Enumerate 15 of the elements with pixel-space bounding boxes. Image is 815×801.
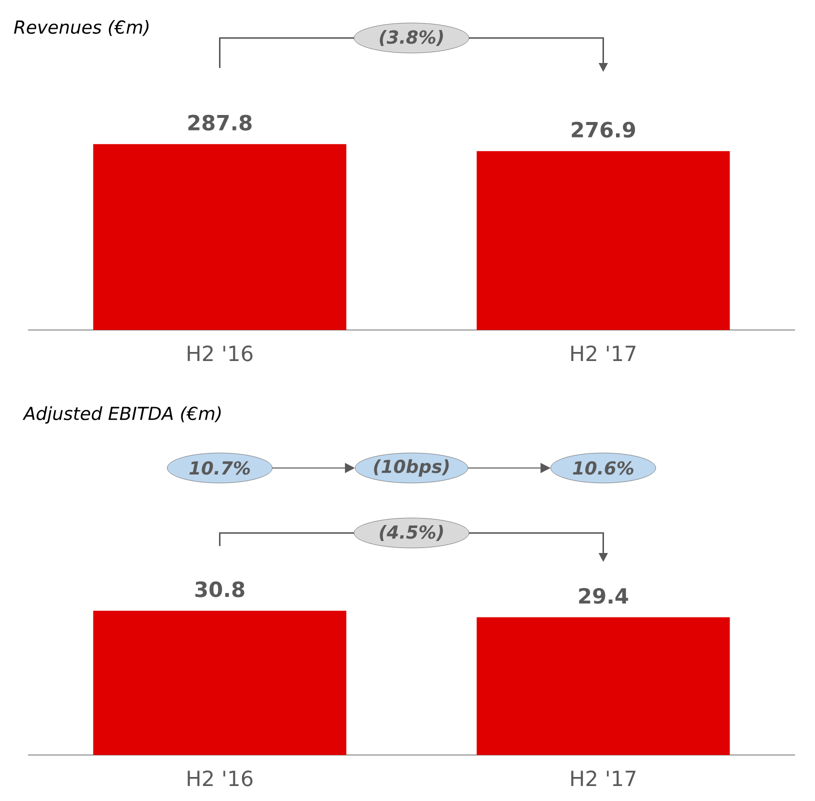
data-label: 30.8 <box>195 581 244 598</box>
x-tick-label: H2 '17 <box>571 346 636 362</box>
text: (4.5%) <box>380 525 443 541</box>
text: 10.6% <box>572 461 634 475</box>
text: 10.7% <box>189 461 250 475</box>
data-label: 276.9 <box>572 122 636 138</box>
chart-title: Adjusted EBITDA (€m) <box>22 406 221 424</box>
x-tick-label: H2 '16 <box>188 770 252 786</box>
x-tick-label: H2 '17 <box>571 770 636 786</box>
chart-title: Revenues (€m) <box>14 20 148 36</box>
data-label: 287.8 <box>188 114 252 131</box>
data-label: 29.4 <box>579 588 628 604</box>
x-tick-label: H2 '16 <box>188 346 252 362</box>
text: (10bps) <box>374 459 449 477</box>
text: (3.8%) <box>380 30 443 46</box>
